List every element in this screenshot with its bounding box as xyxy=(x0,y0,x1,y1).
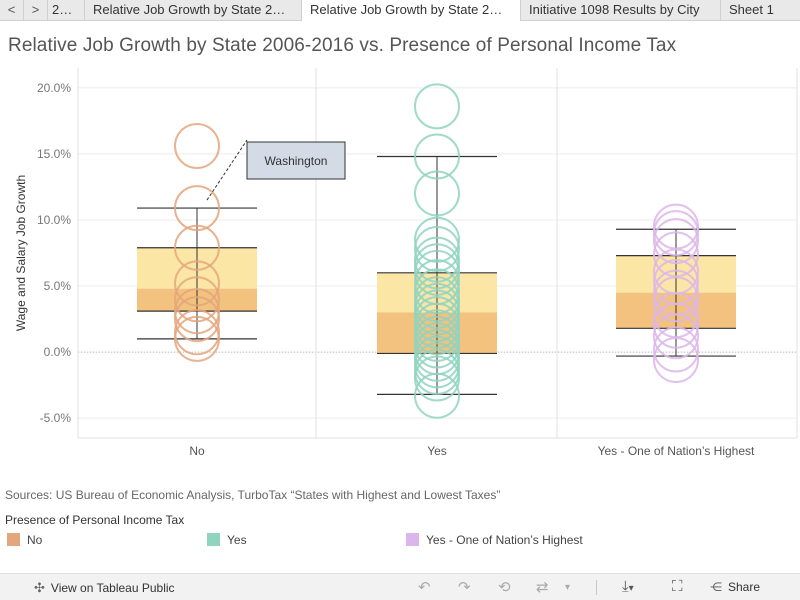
data-point xyxy=(174,260,220,307)
data-point xyxy=(653,337,699,384)
data-point xyxy=(414,355,460,402)
data-point xyxy=(414,83,460,130)
annotation-label: Washington xyxy=(265,154,328,168)
y-tick-label: -5.0% xyxy=(40,411,72,425)
data-point xyxy=(414,268,460,315)
y-tick-label: 15.0% xyxy=(37,147,71,161)
data-point xyxy=(414,170,460,217)
x-category-label: No xyxy=(189,444,205,458)
data-point xyxy=(414,226,460,273)
share-icon: ⋲ xyxy=(710,580,722,594)
redo-icon[interactable]: ↷ xyxy=(458,579,471,596)
data-point xyxy=(414,133,460,180)
view-on-tableau-label: View on Tableau Public xyxy=(50,581,175,595)
y-axis-title: Wage and Salary Job Growth xyxy=(14,175,28,331)
legend-swatch-highest xyxy=(406,533,419,546)
tab-previous-sheet[interactable]: 2… xyxy=(48,0,85,20)
share-button[interactable]: ⋲ Share xyxy=(710,580,760,594)
tab-initiative-1098[interactable]: Initiative 1098 Results by City xyxy=(521,0,721,20)
y-tick-label: 0.0% xyxy=(44,345,72,359)
x-category-label: Yes xyxy=(427,444,447,458)
pause-dropdown-icon[interactable]: ▾ xyxy=(565,582,571,593)
bottom-toolbar: ✣ View on Tableau Public ↶ ↷ ⟲ ⇄ ▾ ⤓▾ ⛶ ⋲… xyxy=(0,573,800,600)
page-title: Relative Job Growth by State 2006-2016 v… xyxy=(8,35,677,56)
tab-relative-job-growth-1[interactable]: Relative Job Growth by State 2… xyxy=(85,0,302,20)
legend-title: Presence of Personal Income Tax xyxy=(5,513,185,527)
download-icon[interactable]: ⤓▾ xyxy=(622,578,634,595)
toolbar-divider xyxy=(596,580,597,595)
data-point xyxy=(174,296,220,343)
data-point xyxy=(174,315,220,362)
data-point xyxy=(653,313,699,360)
data-point xyxy=(414,372,460,419)
legend-label-no: No xyxy=(27,533,43,547)
data-point xyxy=(174,224,220,271)
tab-sheet-1[interactable]: Sheet 1 xyxy=(729,2,774,17)
view-on-tableau-public-link[interactable]: ✣ View on Tableau Public xyxy=(34,580,175,596)
y-tick-label: 5.0% xyxy=(44,279,72,293)
data-point xyxy=(174,122,220,169)
share-label: Share xyxy=(728,580,761,594)
y-tick-label: 20.0% xyxy=(37,81,71,95)
data-point xyxy=(414,216,460,263)
data-point xyxy=(174,185,220,232)
legend-item-no[interactable]: No xyxy=(7,533,42,549)
data-point xyxy=(174,288,220,335)
data-point xyxy=(174,276,220,323)
undo-icon[interactable]: ↶ xyxy=(418,579,431,596)
fullscreen-icon[interactable]: ⛶ xyxy=(672,578,683,595)
annotation-box xyxy=(246,141,346,180)
data-point xyxy=(653,218,699,265)
data-point xyxy=(653,210,699,257)
data-point xyxy=(414,249,460,296)
y-tick-label: 10.0% xyxy=(37,213,71,227)
data-point xyxy=(653,302,699,349)
legend-item-yes[interactable]: Yes xyxy=(207,533,247,549)
legend-item-highest[interactable]: Yes - One of Nation’s Highest xyxy=(406,533,583,549)
data-point xyxy=(653,326,699,373)
data-point xyxy=(653,276,699,323)
tab-next-icon[interactable]: > xyxy=(24,0,48,20)
tab-relative-job-growth-2[interactable]: Relative Job Growth by State 2… xyxy=(302,0,521,21)
box-plot-chart: -5.0% 0.0% 5.0% 10.0% 15.0% 20.0% Wage and Sal… xyxy=(14,68,798,458)
tab-bar: < > 2… Relative Job Growth by State 2… R… xyxy=(0,0,800,21)
legend-label-yes: Yes xyxy=(227,533,247,547)
annotation-connector xyxy=(206,139,248,201)
refresh-icon[interactable]: ⇄ xyxy=(536,579,549,596)
tableau-logo-icon: ✣ xyxy=(34,580,45,595)
legend-swatch-yes xyxy=(207,533,220,546)
sources-note: Sources: US Bureau of Economic Analysis,… xyxy=(5,488,501,502)
legend-swatch-no xyxy=(7,533,20,546)
legend-label-highest: Yes - One of Nation’s Highest xyxy=(426,533,583,547)
revert-icon[interactable]: ⟲ xyxy=(498,579,511,596)
tab-prev-icon[interactable]: < xyxy=(0,0,24,20)
x-category-label: Yes - One of Nation’s Highest xyxy=(598,444,755,458)
